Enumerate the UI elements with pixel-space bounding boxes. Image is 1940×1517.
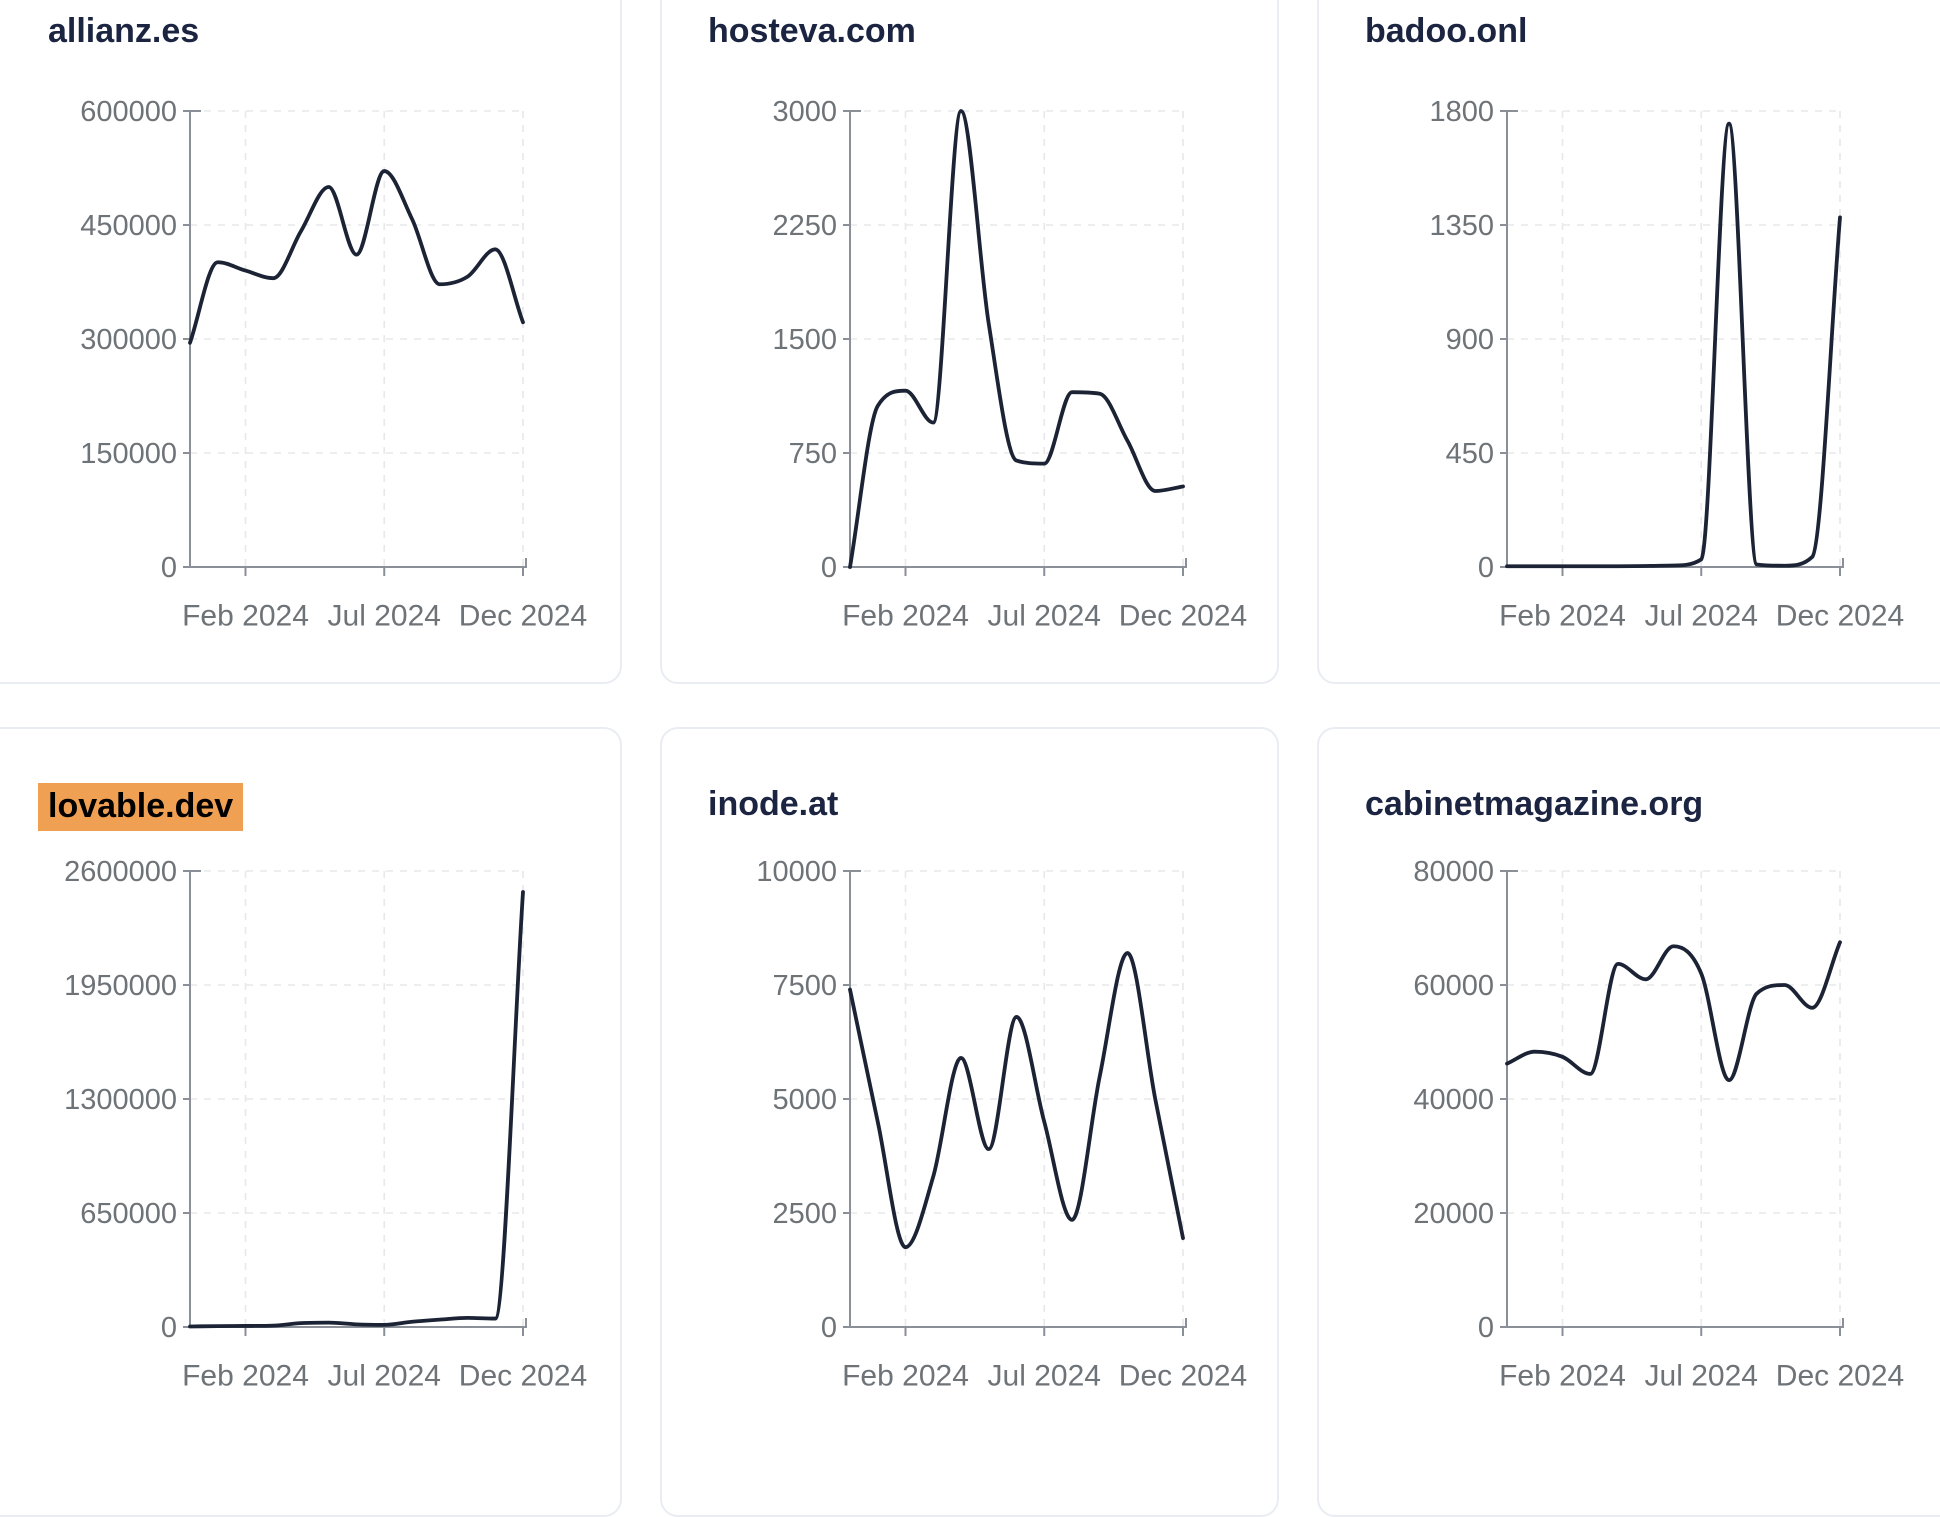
x-tick-label: Feb 2024: [182, 600, 309, 633]
y-tick-label: 450: [1446, 438, 1494, 470]
y-tick-label: 80000: [1413, 856, 1494, 888]
x-tick-label: Feb 2024: [1499, 1360, 1626, 1393]
x-tick-label: Dec 2024: [1776, 1360, 1904, 1393]
y-tick-label: 2250: [772, 210, 837, 242]
chart-title: cabinetmagazine.org: [1365, 783, 1940, 829]
y-tick-label: 1950000: [64, 970, 177, 1002]
chart-title: badoo.onl: [1365, 10, 1940, 56]
y-tick-label: 1800: [1429, 96, 1494, 128]
domain-label: allianz.es: [48, 12, 200, 50]
x-tick-label: Jul 2024: [328, 1360, 441, 1393]
x-axis: [190, 1318, 527, 1328]
x-tick-label: Jul 2024: [328, 600, 441, 633]
y-tick-label: 900: [1446, 324, 1494, 356]
x-tick-label: Feb 2024: [1499, 600, 1626, 633]
y-tick-label: 60000: [1413, 970, 1494, 1002]
y-tick-label: 2500: [772, 1198, 837, 1230]
domain-label: hosteva.com: [708, 12, 916, 50]
y-tick-label: 450000: [80, 210, 177, 242]
x-tick-label: Jul 2024: [1645, 600, 1758, 633]
y-tick-label: 1300000: [64, 1084, 177, 1116]
series-line: [1505, 121, 1842, 569]
x-tick-label: Feb 2024: [182, 1360, 309, 1393]
x-tick-label: Jul 2024: [988, 1360, 1101, 1393]
domain-label: badoo.onl: [1365, 12, 1528, 50]
domain-label: lovable.dev: [38, 783, 244, 831]
series-line: [188, 169, 525, 345]
y-tick-label: 0: [821, 552, 837, 584]
y-tick-label: 150000: [80, 438, 177, 470]
y-tick-label: 0: [1478, 552, 1494, 584]
x-tick-label: Feb 2024: [842, 1360, 969, 1393]
chart-title: hosteva.com: [708, 10, 1277, 56]
y-tick-label: 2600000: [64, 856, 177, 888]
line-chart: 0 150000 300000 450000 600000 Feb 2024 Jul 202…: [80, 96, 587, 633]
chart-title: allianz.es: [48, 10, 620, 56]
x-tick-label: Dec 2024: [1119, 1360, 1247, 1393]
y-tick-label: 3000: [772, 96, 837, 128]
x-tick-label: Jul 2024: [988, 600, 1101, 633]
y-tick-label: 0: [161, 1312, 177, 1344]
chart-title: lovable.dev: [38, 783, 620, 831]
y-tick-label: 0: [1478, 1312, 1494, 1344]
chart-card: inode.at 0 2500 5000 7500 10000 Feb 2024 Jul 2…: [660, 727, 1279, 1517]
x-axis: [850, 1318, 1187, 1328]
line-chart: 0 750 1500 2250 3000 Feb 2024 Jul 2024 Dec 2024: [772, 96, 1247, 633]
line-chart: 0 450 900 1350 1800 Feb 2024 Jul 2024 Dec 2024: [1429, 96, 1904, 633]
x-axis: [190, 558, 527, 568]
x-tick-label: Dec 2024: [459, 1360, 587, 1393]
line-chart: 0 20000 40000 60000 80000 Feb 2024 Jul 2024 Dec…: [1413, 856, 1904, 1393]
chart-card: badoo.onl 0 450 900 1350 1800 Feb 2024 Jul 202…: [1317, 0, 1940, 684]
chart-title: inode.at: [708, 783, 1277, 829]
y-tick-label: 5000: [772, 1084, 837, 1116]
series-line: [848, 951, 1185, 1250]
x-tick-label: Jul 2024: [1645, 1360, 1758, 1393]
series-line: [848, 109, 1185, 569]
x-axis: [1507, 1318, 1844, 1328]
y-tick-label: 600000: [80, 96, 177, 128]
chart-card: cabinetmagazine.org 0 20000 40000 60000 8000…: [1317, 727, 1940, 1517]
y-tick-label: 20000: [1413, 1198, 1494, 1230]
x-axis: [850, 558, 1187, 568]
x-tick-label: Feb 2024: [842, 600, 969, 633]
chart-card: hosteva.com 0 750 1500 2250 3000 Feb 2024 Jul …: [660, 0, 1279, 684]
y-tick-label: 10000: [756, 856, 837, 888]
y-tick-label: 1350: [1429, 210, 1494, 242]
line-chart: 0 2500 5000 7500 10000 Feb 2024 Jul 2024 Dec 20…: [756, 856, 1247, 1393]
domain-label: cabinetmagazine.org: [1365, 785, 1704, 823]
x-tick-label: Dec 2024: [459, 600, 587, 633]
series-line: [1505, 940, 1842, 1083]
y-tick-label: 750: [789, 438, 837, 470]
y-tick-label: 650000: [80, 1198, 177, 1230]
y-tick-label: 7500: [772, 970, 837, 1002]
y-tick-label: 0: [821, 1312, 837, 1344]
y-tick-label: 1500: [772, 324, 837, 356]
x-tick-label: Dec 2024: [1776, 600, 1904, 633]
y-tick-label: 300000: [80, 324, 177, 356]
line-chart: 0 650000 1300000 1950000 2600000 Feb 2024 Jul …: [64, 856, 587, 1393]
x-tick-label: Dec 2024: [1119, 600, 1247, 633]
domain-label: inode.at: [708, 785, 839, 823]
y-tick-label: 0: [161, 552, 177, 584]
chart-card: lovable.dev 0 650000 1300000 1950000 2600000…: [0, 727, 622, 1517]
chart-card: allianz.es 0 150000 300000 450000 600000 Feb …: [0, 0, 622, 684]
series-line: [188, 890, 525, 1329]
y-tick-label: 40000: [1413, 1084, 1494, 1116]
